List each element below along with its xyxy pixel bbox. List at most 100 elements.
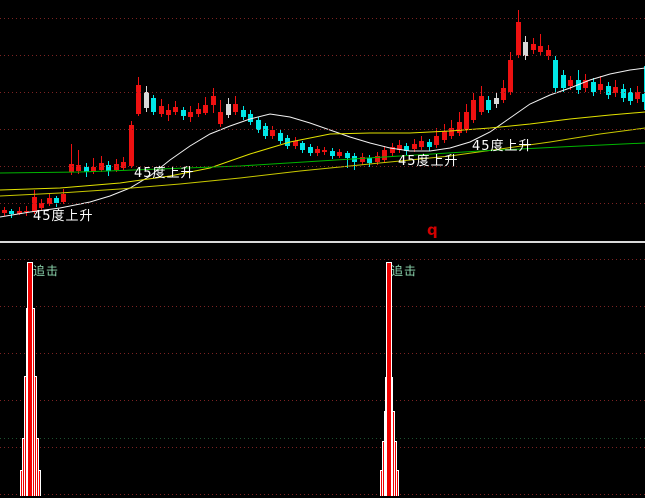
- candle-body: [412, 144, 417, 149]
- gridline: [0, 438, 645, 439]
- candle-body: [256, 120, 261, 130]
- candle-body: [129, 125, 134, 166]
- candle-body: [591, 82, 596, 92]
- candle-body: [285, 138, 290, 146]
- candle-body: [382, 150, 387, 160]
- candle-body: [99, 163, 104, 170]
- candle-body: [9, 211, 14, 214]
- candle-body: [494, 98, 499, 104]
- candle-body: [583, 80, 588, 88]
- ma-yellow-fast: [0, 111, 645, 191]
- candle-body: [442, 131, 447, 140]
- candle-body: [188, 112, 193, 117]
- candle-body: [32, 197, 37, 212]
- candle-body: [17, 211, 22, 214]
- candle-body: [538, 46, 543, 52]
- candle-body: [196, 109, 201, 114]
- candle-body: [516, 22, 521, 55]
- candle-body: [449, 128, 454, 136]
- gridline: [0, 306, 645, 307]
- gridline: [0, 353, 645, 354]
- candle-body: [144, 92, 149, 108]
- trend-annotation-45-degree: 45度上升: [33, 209, 94, 224]
- indicator-marker-q: q: [427, 221, 438, 239]
- candle-body: [173, 107, 178, 112]
- ma-yellow-slow: [0, 127, 645, 197]
- signal-spike: [386, 262, 392, 496]
- candle-body: [464, 112, 469, 130]
- signal-label-zhuiji: 追击: [33, 264, 60, 278]
- indicator-signal-panel[interactable]: 追击 追击: [0, 243, 645, 498]
- candle-body: [613, 87, 618, 93]
- candle-body: [203, 105, 208, 113]
- candle-body: [2, 210, 7, 213]
- candle-body: [241, 110, 246, 117]
- signal-label-zhuiji: 追击: [391, 264, 418, 278]
- candle-body: [39, 203, 44, 208]
- candle-body: [635, 92, 640, 99]
- candle-body: [233, 104, 238, 112]
- candle-body: [337, 152, 342, 156]
- candle-body: [263, 126, 268, 136]
- candle-body: [54, 198, 59, 203]
- gridline: [0, 259, 645, 260]
- candle-body: [47, 198, 52, 204]
- candle-body: [136, 85, 141, 114]
- trend-annotation-45-degree: 45度上升: [134, 166, 195, 181]
- candle-body: [531, 44, 536, 50]
- candle-body: [91, 167, 96, 172]
- candle-body: [457, 122, 462, 133]
- candle-body: [606, 86, 611, 95]
- candle-body: [278, 133, 283, 141]
- candle-body: [628, 92, 633, 101]
- trend-annotation-45-degree: 45度上升: [472, 139, 533, 154]
- candle-body: [106, 165, 111, 171]
- candle-body: [375, 156, 380, 162]
- signal-spike: [27, 262, 33, 496]
- candle-body: [479, 96, 484, 112]
- candle-body: [322, 150, 327, 152]
- candlestick-chart: [0, 10, 645, 218]
- candle-body: [166, 110, 171, 115]
- candle-body: [84, 167, 89, 172]
- main-candlestick-panel[interactable]: 45度上升 45度上升 45度上升 45度上升 q: [0, 0, 645, 241]
- candle-body: [248, 114, 253, 122]
- candle-body: [508, 60, 513, 92]
- trend-annotation-45-degree: 45度上升: [398, 154, 459, 169]
- candle-body: [151, 98, 156, 112]
- panel-divider[interactable]: [0, 241, 645, 243]
- candle-body: [345, 153, 350, 158]
- gridline: [0, 447, 645, 448]
- candle-body: [404, 146, 409, 151]
- candle-body: [568, 80, 573, 86]
- candle-body: [390, 147, 395, 153]
- candle-body: [360, 157, 365, 162]
- candle-body: [315, 149, 320, 153]
- candle-body: [226, 104, 231, 115]
- gridline: [0, 400, 645, 401]
- candle-body: [397, 145, 402, 150]
- candle-body: [427, 142, 432, 147]
- candle-body: [621, 89, 626, 98]
- candle-body: [24, 211, 29, 212]
- candle-body: [553, 60, 558, 88]
- candle-body: [523, 42, 528, 56]
- gridline: [0, 494, 645, 495]
- candle-body: [69, 164, 74, 172]
- candle-body: [76, 165, 81, 171]
- candle-body: [598, 84, 603, 90]
- candle-body: [419, 141, 424, 147]
- candle-body: [114, 164, 119, 170]
- ma-green-slow: [0, 142, 645, 174]
- candle-body: [486, 100, 491, 110]
- candle-body: [308, 147, 313, 153]
- candle-body: [211, 96, 216, 105]
- candle-body: [218, 112, 223, 124]
- candle-body: [300, 143, 305, 150]
- candle-body: [159, 106, 164, 114]
- candle-body: [367, 158, 372, 163]
- candle-body: [270, 130, 275, 136]
- candle-body: [293, 141, 298, 146]
- candle-body: [501, 88, 506, 100]
